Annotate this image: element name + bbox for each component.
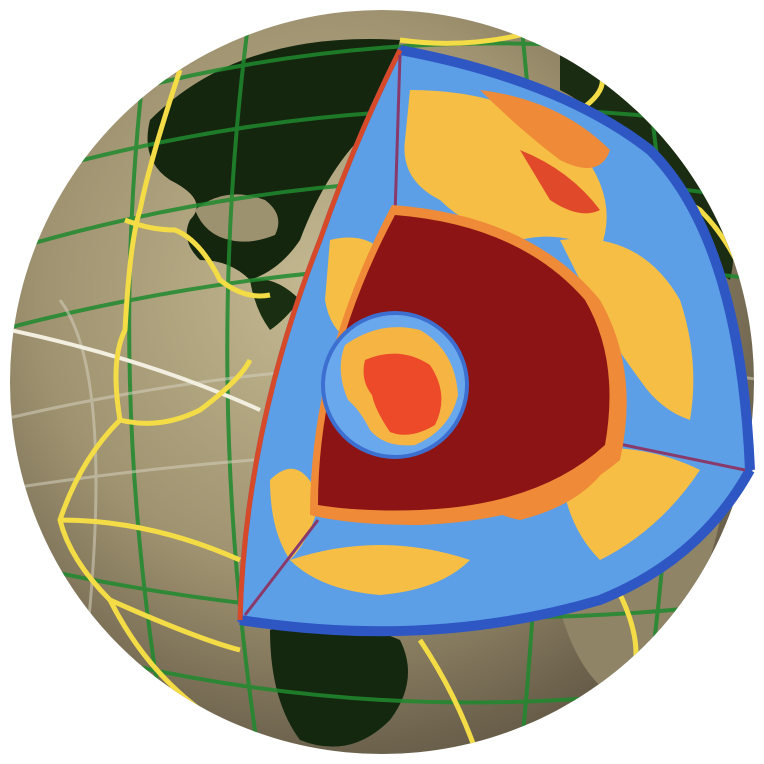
bay-area	[195, 194, 279, 242]
mantle-warm-zone-2	[560, 238, 694, 420]
continent-africa	[560, 520, 720, 700]
continent-south-america	[270, 622, 408, 747]
continent-north-america-2	[250, 279, 300, 330]
wedge-seam-bottom	[243, 519, 320, 616]
mantle-hot-zone-2	[520, 150, 600, 214]
inner-core-hot	[363, 353, 442, 435]
crust-band-bottom	[239, 467, 755, 637]
inner-core-cool	[340, 395, 380, 445]
mantle-warm-zone-5	[290, 545, 470, 595]
crust-band	[399, 45, 755, 471]
mantle-hot-zone-1	[480, 90, 610, 168]
wedge-seam-vertical	[393, 54, 402, 216]
crust-band-left	[237, 48, 403, 621]
wedge-seam-right	[599, 438, 746, 472]
mantle-warm-zone-4	[270, 468, 320, 560]
equator-line	[10, 328, 261, 412]
cutaway-wedge	[237, 45, 755, 637]
